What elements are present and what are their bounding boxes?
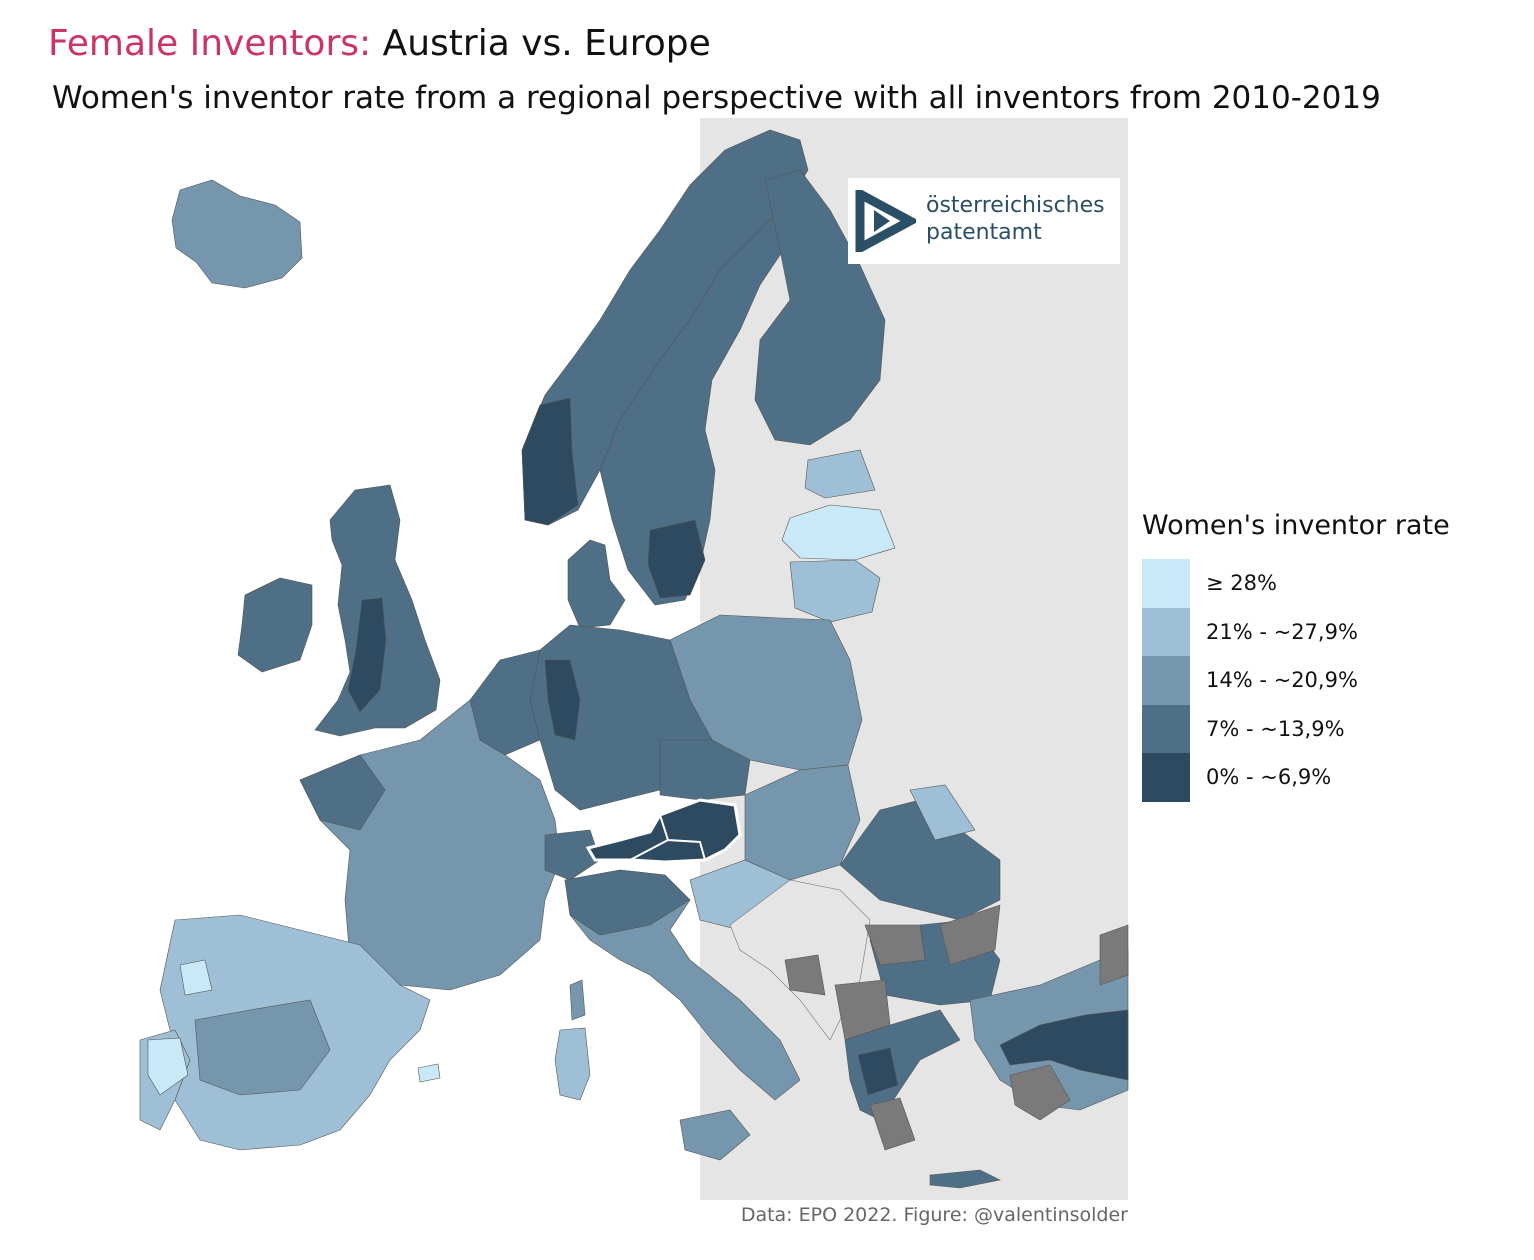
region-romania-light bbox=[909, 784, 976, 841]
region-sardinia bbox=[554, 1027, 591, 1101]
region-corsica bbox=[569, 979, 586, 1021]
legend-swatch bbox=[1142, 753, 1190, 802]
region-ireland bbox=[237, 577, 313, 673]
title-rest: Austria vs. Europe bbox=[382, 23, 711, 64]
legend-swatch bbox=[1142, 559, 1190, 608]
map-title: Female Inventors: Austria vs. Europe bbox=[48, 22, 711, 65]
region-finland bbox=[754, 169, 886, 446]
legend: Women's inventor rate ≥ 28% 21% - ~27,9%… bbox=[1142, 510, 1450, 802]
region-turkey-east-nodata bbox=[1099, 924, 1129, 986]
region-norway-west bbox=[521, 397, 579, 526]
region-sweden-south-dark bbox=[647, 519, 706, 599]
legend-swatch bbox=[1142, 704, 1190, 753]
legend-label: 7% - ~13,9% bbox=[1206, 716, 1345, 741]
region-lithuania bbox=[789, 559, 881, 623]
region-benelux bbox=[469, 649, 541, 756]
legend-item: 0% - ~6,9% bbox=[1142, 753, 1450, 802]
region-austria-inner-border bbox=[629, 814, 706, 861]
legend-item: 7% - ~13,9% bbox=[1142, 704, 1450, 753]
region-greece-dark bbox=[857, 1047, 899, 1096]
region-spain-north-light bbox=[179, 959, 213, 996]
region-iceland bbox=[171, 179, 303, 289]
logo-line2: patentamt bbox=[926, 220, 1042, 245]
logo-text: österreichisches patentamt bbox=[926, 192, 1105, 246]
legend-item: 14% - ~20,9% bbox=[1142, 656, 1450, 705]
region-romania-nodata bbox=[939, 904, 1001, 966]
region-portugal-light bbox=[147, 1037, 189, 1096]
region-austria bbox=[585, 798, 742, 864]
legend-title: Women's inventor rate bbox=[1142, 510, 1450, 541]
region-turkey-dark bbox=[999, 1009, 1129, 1081]
title-highlight: Female Inventors: bbox=[48, 23, 372, 64]
region-italy-north bbox=[564, 869, 691, 936]
region-montenegro-nodata bbox=[784, 954, 826, 996]
region-germany-dark bbox=[544, 659, 581, 741]
region-crete bbox=[929, 1169, 1001, 1189]
region-greece-south-nodata bbox=[869, 1097, 916, 1151]
patent-office-logo-icon bbox=[855, 190, 916, 252]
legend-label: ≥ 28% bbox=[1206, 571, 1277, 596]
region-switzerland bbox=[544, 829, 601, 881]
legend-item: 21% - ~27,9% bbox=[1142, 607, 1450, 656]
region-spain-centre bbox=[194, 999, 331, 1096]
region-turkey-nodata bbox=[1009, 1064, 1071, 1121]
region-france-west bbox=[299, 754, 386, 831]
legend-label: 21% - ~27,9% bbox=[1206, 619, 1358, 644]
logo-line1: österreichisches bbox=[926, 193, 1105, 218]
region-latvia bbox=[781, 504, 896, 561]
region-balearic bbox=[417, 1063, 441, 1083]
legend-swatch bbox=[1142, 607, 1190, 656]
region-denmark bbox=[567, 539, 626, 629]
legend-label: 14% - ~20,9% bbox=[1206, 668, 1358, 693]
legend-swatch bbox=[1142, 656, 1190, 705]
region-estonia bbox=[804, 449, 876, 499]
legend-label: 0% - ~6,9% bbox=[1206, 765, 1332, 790]
region-sweden bbox=[599, 199, 791, 606]
region-sicily bbox=[679, 1109, 751, 1161]
logo: österreichisches patentamt bbox=[848, 178, 1120, 264]
legend-items: ≥ 28% 21% - ~27,9% 14% - ~20,9% 7% - ~13… bbox=[1142, 559, 1450, 802]
legend-item: ≥ 28% bbox=[1142, 559, 1450, 608]
region-serbia-nodata bbox=[864, 924, 926, 966]
map-subtitle: Women's inventor rate from a regional pe… bbox=[52, 80, 1381, 116]
region-england-dark bbox=[347, 597, 387, 713]
data-source-caption: Data: EPO 2022. Figure: @valentinsolder bbox=[740, 1204, 1128, 1226]
